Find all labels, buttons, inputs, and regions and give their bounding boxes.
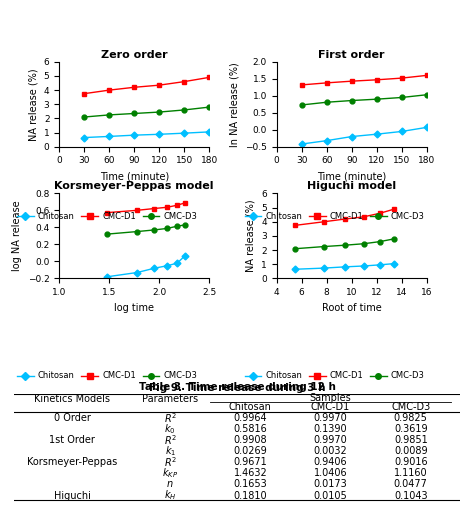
Text: 0.3619: 0.3619 bbox=[394, 424, 428, 434]
Text: Kinetics Models: Kinetics Models bbox=[34, 394, 110, 404]
Text: 0.0105: 0.0105 bbox=[314, 490, 347, 501]
Text: 0.9825: 0.9825 bbox=[394, 413, 428, 423]
Y-axis label: NA release (%): NA release (%) bbox=[28, 68, 38, 141]
Text: 0.5816: 0.5816 bbox=[234, 424, 267, 434]
X-axis label: log time: log time bbox=[114, 303, 154, 313]
Text: 0.1043: 0.1043 bbox=[394, 490, 428, 501]
Title: Zero order: Zero order bbox=[101, 49, 167, 60]
Text: 0.1810: 0.1810 bbox=[234, 490, 267, 501]
Text: 1.0406: 1.0406 bbox=[314, 469, 347, 478]
Y-axis label: ln NA release (%): ln NA release (%) bbox=[229, 62, 239, 147]
Legend: Chitosan, CMC-D1, CMC-D3: Chitosan, CMC-D1, CMC-D3 bbox=[14, 209, 201, 224]
Title: Higuchi model: Higuchi model bbox=[307, 181, 396, 192]
Text: 0.9970: 0.9970 bbox=[314, 435, 347, 445]
Text: 0.1390: 0.1390 bbox=[314, 424, 347, 434]
Text: $k_H$: $k_H$ bbox=[164, 489, 176, 503]
Text: 0.0173: 0.0173 bbox=[314, 479, 347, 489]
Text: 1.1160: 1.1160 bbox=[394, 469, 428, 478]
X-axis label: Time (minute): Time (minute) bbox=[317, 171, 386, 181]
Text: $R^2$: $R^2$ bbox=[164, 411, 177, 425]
Text: Korsmeyer-Peppas: Korsmeyer-Peppas bbox=[27, 457, 117, 468]
Text: 0.0269: 0.0269 bbox=[234, 447, 267, 456]
Text: 0 Order: 0 Order bbox=[54, 413, 91, 423]
Text: Samples: Samples bbox=[310, 393, 351, 403]
Text: $R^2$: $R^2$ bbox=[164, 455, 177, 469]
Title: First order: First order bbox=[319, 49, 385, 60]
Legend: Chitosan, CMC-D1, CMC-D3: Chitosan, CMC-D1, CMC-D3 bbox=[241, 209, 428, 224]
X-axis label: Time (minute): Time (minute) bbox=[100, 171, 169, 181]
Text: 0.9016: 0.9016 bbox=[394, 457, 428, 468]
Text: 0.0477: 0.0477 bbox=[394, 479, 428, 489]
Text: 1.4632: 1.4632 bbox=[234, 469, 267, 478]
Text: 1st Order: 1st Order bbox=[49, 435, 95, 445]
Text: 0.0089: 0.0089 bbox=[394, 447, 428, 456]
Text: $k_1$: $k_1$ bbox=[164, 444, 176, 458]
Legend: Chitosan, CMC-D1, CMC-D3: Chitosan, CMC-D1, CMC-D3 bbox=[14, 368, 201, 384]
Text: $k_{KP}$: $k_{KP}$ bbox=[162, 467, 178, 480]
Text: $k_0$: $k_0$ bbox=[164, 422, 176, 436]
Text: Higuchi: Higuchi bbox=[54, 490, 91, 501]
Text: Chitosan: Chitosan bbox=[229, 402, 272, 412]
Title: Korsmeyer-Peppas model: Korsmeyer-Peppas model bbox=[55, 181, 214, 192]
Text: 0.9970: 0.9970 bbox=[314, 413, 347, 423]
Text: Parameters: Parameters bbox=[142, 394, 198, 404]
Text: CMC-D3: CMC-D3 bbox=[391, 402, 430, 412]
Text: 0.1653: 0.1653 bbox=[234, 479, 267, 489]
Text: 0.9964: 0.9964 bbox=[234, 413, 267, 423]
Text: 0.9671: 0.9671 bbox=[234, 457, 267, 468]
Text: 0.9851: 0.9851 bbox=[394, 435, 428, 445]
Text: $n$: $n$ bbox=[166, 479, 174, 489]
Text: CMC-D1: CMC-D1 bbox=[311, 402, 350, 412]
Y-axis label: NA release (%): NA release (%) bbox=[246, 200, 255, 272]
Y-axis label: log NA release: log NA release bbox=[12, 201, 22, 271]
Legend: Chitosan, CMC-D1, CMC-D3: Chitosan, CMC-D1, CMC-D3 bbox=[241, 368, 428, 384]
Text: 0.9908: 0.9908 bbox=[234, 435, 267, 445]
Text: 0.0032: 0.0032 bbox=[314, 447, 347, 456]
Text: Fig 9. Time release during 3 h: Fig 9. Time release during 3 h bbox=[149, 383, 325, 392]
Text: $R^2$: $R^2$ bbox=[164, 434, 177, 447]
Text: Table 3. Time release during 12 h: Table 3. Time release during 12 h bbox=[138, 382, 336, 391]
X-axis label: Root of time: Root of time bbox=[322, 303, 382, 313]
Text: 0.9406: 0.9406 bbox=[314, 457, 347, 468]
